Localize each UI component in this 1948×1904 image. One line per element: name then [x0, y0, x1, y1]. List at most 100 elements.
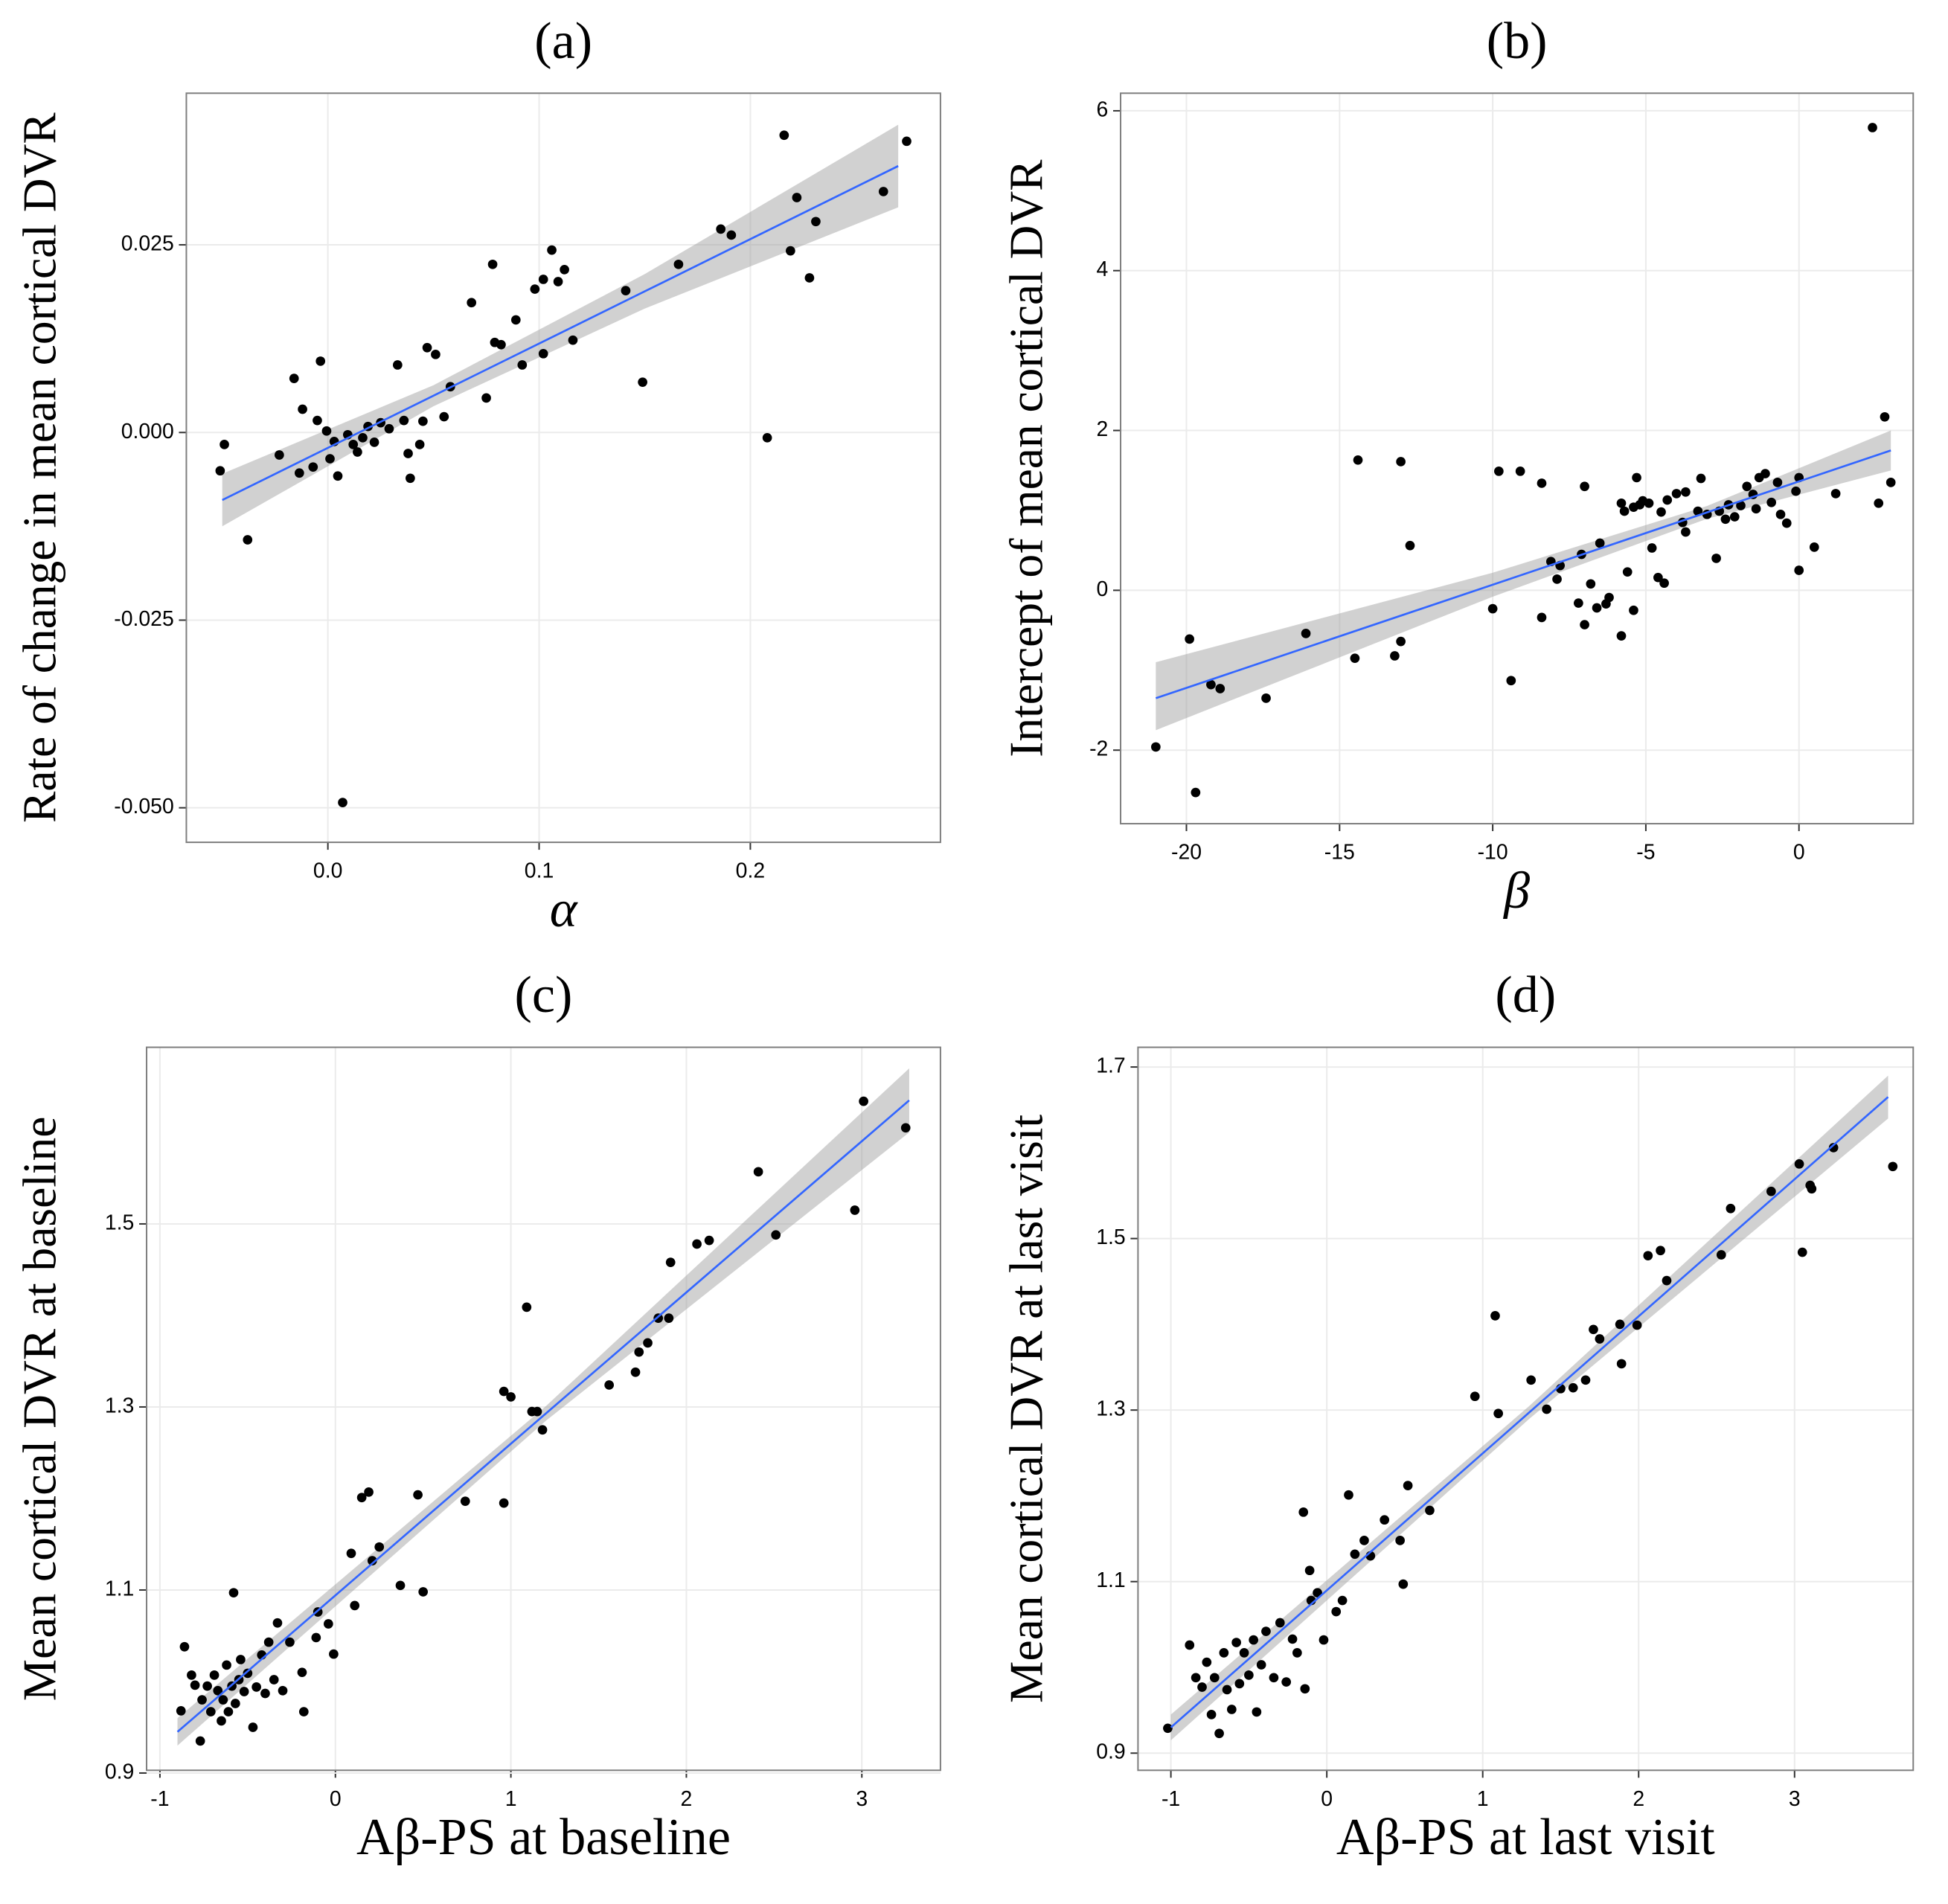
x-tick-label: -1: [1162, 1787, 1180, 1811]
y-axis-label: Mean cortical DVR at last visit: [999, 1115, 1052, 1703]
point: [1526, 1375, 1536, 1385]
point: [367, 1556, 377, 1565]
point: [1653, 572, 1663, 583]
point: [269, 1675, 279, 1685]
y-tick-label: 6: [1097, 97, 1109, 121]
point: [439, 411, 449, 422]
point: [481, 393, 491, 403]
point: [1797, 1247, 1807, 1257]
point: [1681, 527, 1691, 537]
point: [804, 273, 815, 283]
plot-background: [1138, 1047, 1914, 1771]
point: [1775, 509, 1786, 519]
point: [1319, 1635, 1329, 1645]
point: [1313, 1588, 1322, 1598]
point: [716, 224, 726, 234]
point: [1632, 1320, 1642, 1330]
point: [1219, 1648, 1229, 1658]
point: [1619, 506, 1630, 516]
y-tick-label: 1.7: [1096, 1054, 1125, 1078]
point: [506, 1392, 516, 1402]
point: [218, 1695, 228, 1705]
x-tick-label: -10: [1478, 841, 1508, 865]
point: [1231, 1638, 1241, 1647]
x-tick-label: 1: [1477, 1787, 1489, 1811]
point: [197, 1695, 207, 1705]
y-tick-label: 1.1: [105, 1577, 134, 1600]
point: [1830, 489, 1841, 499]
point: [1256, 1660, 1266, 1670]
x-tick-label: 1: [505, 1787, 517, 1811]
point: [1644, 498, 1654, 508]
point: [460, 1496, 470, 1507]
point: [1595, 538, 1605, 548]
confidence-band: [1170, 1075, 1888, 1740]
point: [1574, 598, 1583, 608]
point: [243, 1668, 253, 1679]
point: [510, 315, 521, 325]
point: [313, 415, 322, 426]
x-tick-label: 2: [1633, 1787, 1644, 1811]
point: [1380, 1515, 1390, 1525]
point: [1206, 679, 1216, 690]
point: [1604, 592, 1614, 603]
point: [236, 1655, 246, 1664]
x-tick-label: 0.2: [736, 859, 765, 883]
point: [1568, 1382, 1578, 1393]
point: [1163, 1723, 1173, 1734]
point: [1868, 123, 1877, 132]
point: [308, 462, 318, 472]
point: [1647, 543, 1657, 553]
point: [1751, 504, 1761, 514]
point: [1185, 634, 1194, 644]
fit-line: [222, 164, 899, 501]
point: [1622, 567, 1633, 577]
point: [1726, 1203, 1736, 1214]
point: [346, 1548, 356, 1559]
point: [1506, 676, 1516, 686]
point: [395, 1580, 406, 1591]
point: [1214, 1728, 1224, 1739]
point: [1395, 1536, 1405, 1545]
point: [213, 1685, 223, 1696]
point: [499, 1386, 509, 1397]
point: [1331, 1606, 1342, 1617]
point: [358, 432, 368, 443]
point: [323, 1619, 333, 1629]
point: [1425, 1505, 1435, 1516]
y-axis-label: Mean cortical DVR at baseline: [13, 1117, 66, 1702]
point: [792, 193, 802, 202]
point: [418, 416, 428, 426]
point: [315, 356, 326, 366]
x-tick-label: 0.0: [313, 859, 342, 883]
point: [1269, 1673, 1279, 1683]
point: [1659, 578, 1669, 589]
point: [1494, 466, 1504, 476]
point: [1760, 469, 1770, 478]
point: [1215, 684, 1225, 693]
panel-title: (c): [515, 967, 573, 1024]
point: [878, 187, 888, 196]
fit-line: [1170, 1096, 1889, 1728]
point: [418, 1587, 429, 1597]
point: [251, 1682, 261, 1692]
point: [176, 1705, 186, 1716]
y-tick-label: -2: [1089, 737, 1108, 761]
point: [604, 1380, 615, 1390]
point: [1742, 481, 1752, 492]
point: [1807, 1184, 1817, 1194]
point: [1671, 489, 1682, 499]
point: [1344, 1490, 1353, 1500]
x-tick-label: 0: [1321, 1787, 1333, 1811]
point: [664, 1313, 674, 1323]
point: [496, 339, 506, 350]
point: [753, 1167, 763, 1177]
point: [692, 1239, 702, 1249]
point: [413, 1490, 423, 1500]
point: [1696, 473, 1706, 484]
point: [1206, 1710, 1217, 1719]
panel-title: (b): [1487, 13, 1548, 70]
point: [532, 1406, 542, 1417]
point: [364, 1487, 374, 1497]
